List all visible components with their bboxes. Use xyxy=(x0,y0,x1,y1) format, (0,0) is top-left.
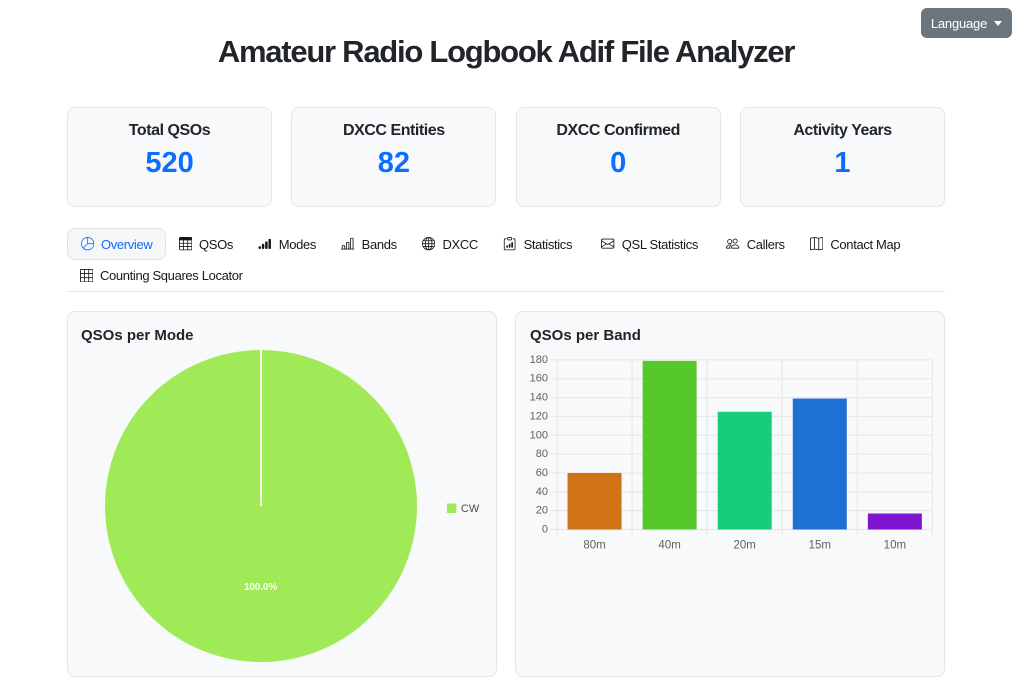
svg-text:10m: 10m xyxy=(884,540,906,552)
svg-text:140: 140 xyxy=(530,392,548,404)
svg-text:0: 0 xyxy=(542,523,548,535)
svg-text:60: 60 xyxy=(536,467,548,479)
svg-text:160: 160 xyxy=(530,373,548,385)
svg-text:20m: 20m xyxy=(734,540,756,552)
svg-text:80: 80 xyxy=(536,448,548,460)
svg-text:100.0%: 100.0% xyxy=(244,582,278,593)
svg-text:20: 20 xyxy=(536,505,548,517)
svg-text:40m: 40m xyxy=(658,540,680,552)
svg-text:100: 100 xyxy=(530,429,548,441)
svg-text:120: 120 xyxy=(530,410,548,422)
svg-text:80m: 80m xyxy=(583,540,605,552)
svg-text:180: 180 xyxy=(530,354,548,366)
svg-text:CW: CW xyxy=(461,503,480,515)
svg-text:15m: 15m xyxy=(809,540,831,552)
svg-text:40: 40 xyxy=(536,486,548,498)
